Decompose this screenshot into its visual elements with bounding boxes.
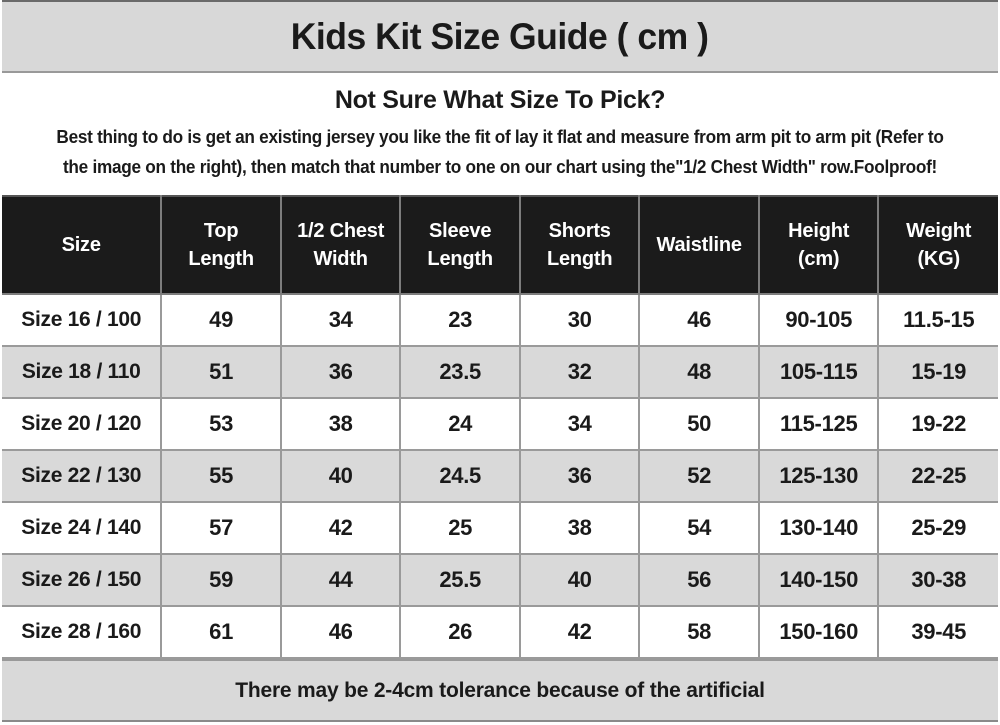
table-row: Size 26 / 150 59 44 25.5 40 56 140-150 30-38: [2, 553, 998, 607]
table-row: Size 18 / 110 51 36 23.5 32 48 105-115 15-19: [2, 345, 998, 399]
table-cell: 25-29: [877, 501, 998, 555]
title-bar: Kids Kit Size Guide ( cm ): [2, 0, 998, 73]
table-cell: 54: [638, 501, 760, 555]
table-cell: 34: [279, 293, 402, 347]
table-cell: 36: [518, 449, 641, 503]
page-title: Kids Kit Size Guide ( cm ): [291, 15, 709, 57]
row-size-label: Size 26 / 150: [2, 553, 163, 607]
tolerance-note: There may be 2-4cm tolerance because of …: [235, 678, 765, 702]
table-cell: 25: [399, 501, 521, 555]
table-cell: 56: [638, 553, 760, 607]
table-cell: 105-115: [757, 345, 880, 399]
table-cell: 90-105: [757, 293, 880, 347]
row-size-label: Size 24 / 140: [2, 501, 163, 555]
table-cell: 42: [518, 605, 641, 659]
row-size-label: Size 28 / 160: [2, 605, 163, 659]
table-cell: 52: [638, 449, 760, 503]
table-cell: 44: [279, 553, 402, 607]
table-cell: 48: [638, 345, 760, 399]
table-cell: 55: [160, 449, 282, 503]
table-cell: 46: [279, 605, 402, 659]
row-size-label: Size 18 / 110: [2, 345, 163, 399]
table-row: Size 24 / 140 57 42 25 38 54 130-140 25-29: [2, 501, 998, 555]
footer-bar: There may be 2-4cm tolerance because of …: [2, 659, 998, 722]
table-cell: 23.5: [399, 345, 521, 399]
table-cell: 150-160: [757, 605, 880, 659]
table-cell: 42: [279, 501, 402, 555]
table-cell: 11.5-15: [877, 293, 998, 347]
table-cell: 140-150: [757, 553, 880, 607]
table-cell: 130-140: [757, 501, 880, 555]
table-cell: 25.5: [399, 553, 521, 607]
table-cell: 125-130: [757, 449, 880, 503]
table-cell: 30: [518, 293, 641, 347]
table-cell: 30-38: [877, 553, 998, 607]
table-cell: 115-125: [757, 397, 880, 451]
table-cell: 39-45: [877, 605, 998, 659]
intro-body-text: Best thing to do is get an existing jers…: [56, 126, 944, 177]
table-cell: 61: [160, 605, 282, 659]
table-row: Size 22 / 130 55 40 24.5 36 52 125-130 22-25: [2, 449, 998, 503]
table-cell: 32: [518, 345, 641, 399]
column-header: Shorts Length: [518, 195, 641, 295]
column-header: Height (cm): [757, 195, 880, 295]
row-size-label: Size 22 / 130: [2, 449, 163, 503]
size-table-body: Size 16 / 100 49 34 23 30 46 90-105 11.5-15 Size…: [2, 293, 998, 659]
column-header: Weight (KG): [877, 195, 998, 295]
table-cell: 58: [638, 605, 760, 659]
table-cell: 23: [399, 293, 521, 347]
intro-section: Not Sure What Size To Pick? Best thing t…: [2, 73, 998, 195]
intro-heading: Not Sure What Size To Pick?: [334, 86, 666, 115]
table-row: Size 28 / 160 61 46 26 42 58 150-160 39-45: [2, 605, 998, 659]
table-cell: 53: [160, 397, 282, 451]
column-header: Sleeve Length: [399, 195, 521, 295]
column-header: Waistline: [638, 195, 760, 295]
table-cell: 50: [638, 397, 760, 451]
table-cell: 24: [399, 397, 521, 451]
row-size-label: Size 20 / 120: [2, 397, 163, 451]
table-cell: 19-22: [877, 397, 998, 451]
table-cell: 38: [518, 501, 641, 555]
table-cell: 49: [160, 293, 282, 347]
table-cell: 38: [279, 397, 402, 451]
table-cell: 59: [160, 553, 282, 607]
table-cell: 40: [518, 553, 641, 607]
table-row: Size 16 / 100 49 34 23 30 46 90-105 11.5-15: [2, 293, 998, 347]
column-header: 1/2 Chest Width: [279, 195, 402, 295]
table-cell: 34: [518, 397, 641, 451]
table-cell: 26: [399, 605, 521, 659]
table-row: Size 20 / 120 53 38 24 34 50 115-125 19-22: [2, 397, 998, 451]
table-cell: 46: [638, 293, 760, 347]
table-cell: 22-25: [877, 449, 998, 503]
column-header: Size: [2, 195, 163, 295]
row-size-label: Size 16 / 100: [2, 293, 163, 347]
column-header: Top Length: [160, 195, 282, 295]
size-table: Size Top Length 1/2 Chest Width Sleeve Leng…: [2, 195, 998, 659]
size-table-header-row: Size Top Length 1/2 Chest Width Sleeve Leng…: [2, 195, 998, 295]
table-cell: 36: [279, 345, 402, 399]
table-cell: 15-19: [877, 345, 998, 399]
table-cell: 51: [160, 345, 282, 399]
table-cell: 40: [279, 449, 402, 503]
table-cell: 57: [160, 501, 282, 555]
table-cell: 24.5: [399, 449, 521, 503]
